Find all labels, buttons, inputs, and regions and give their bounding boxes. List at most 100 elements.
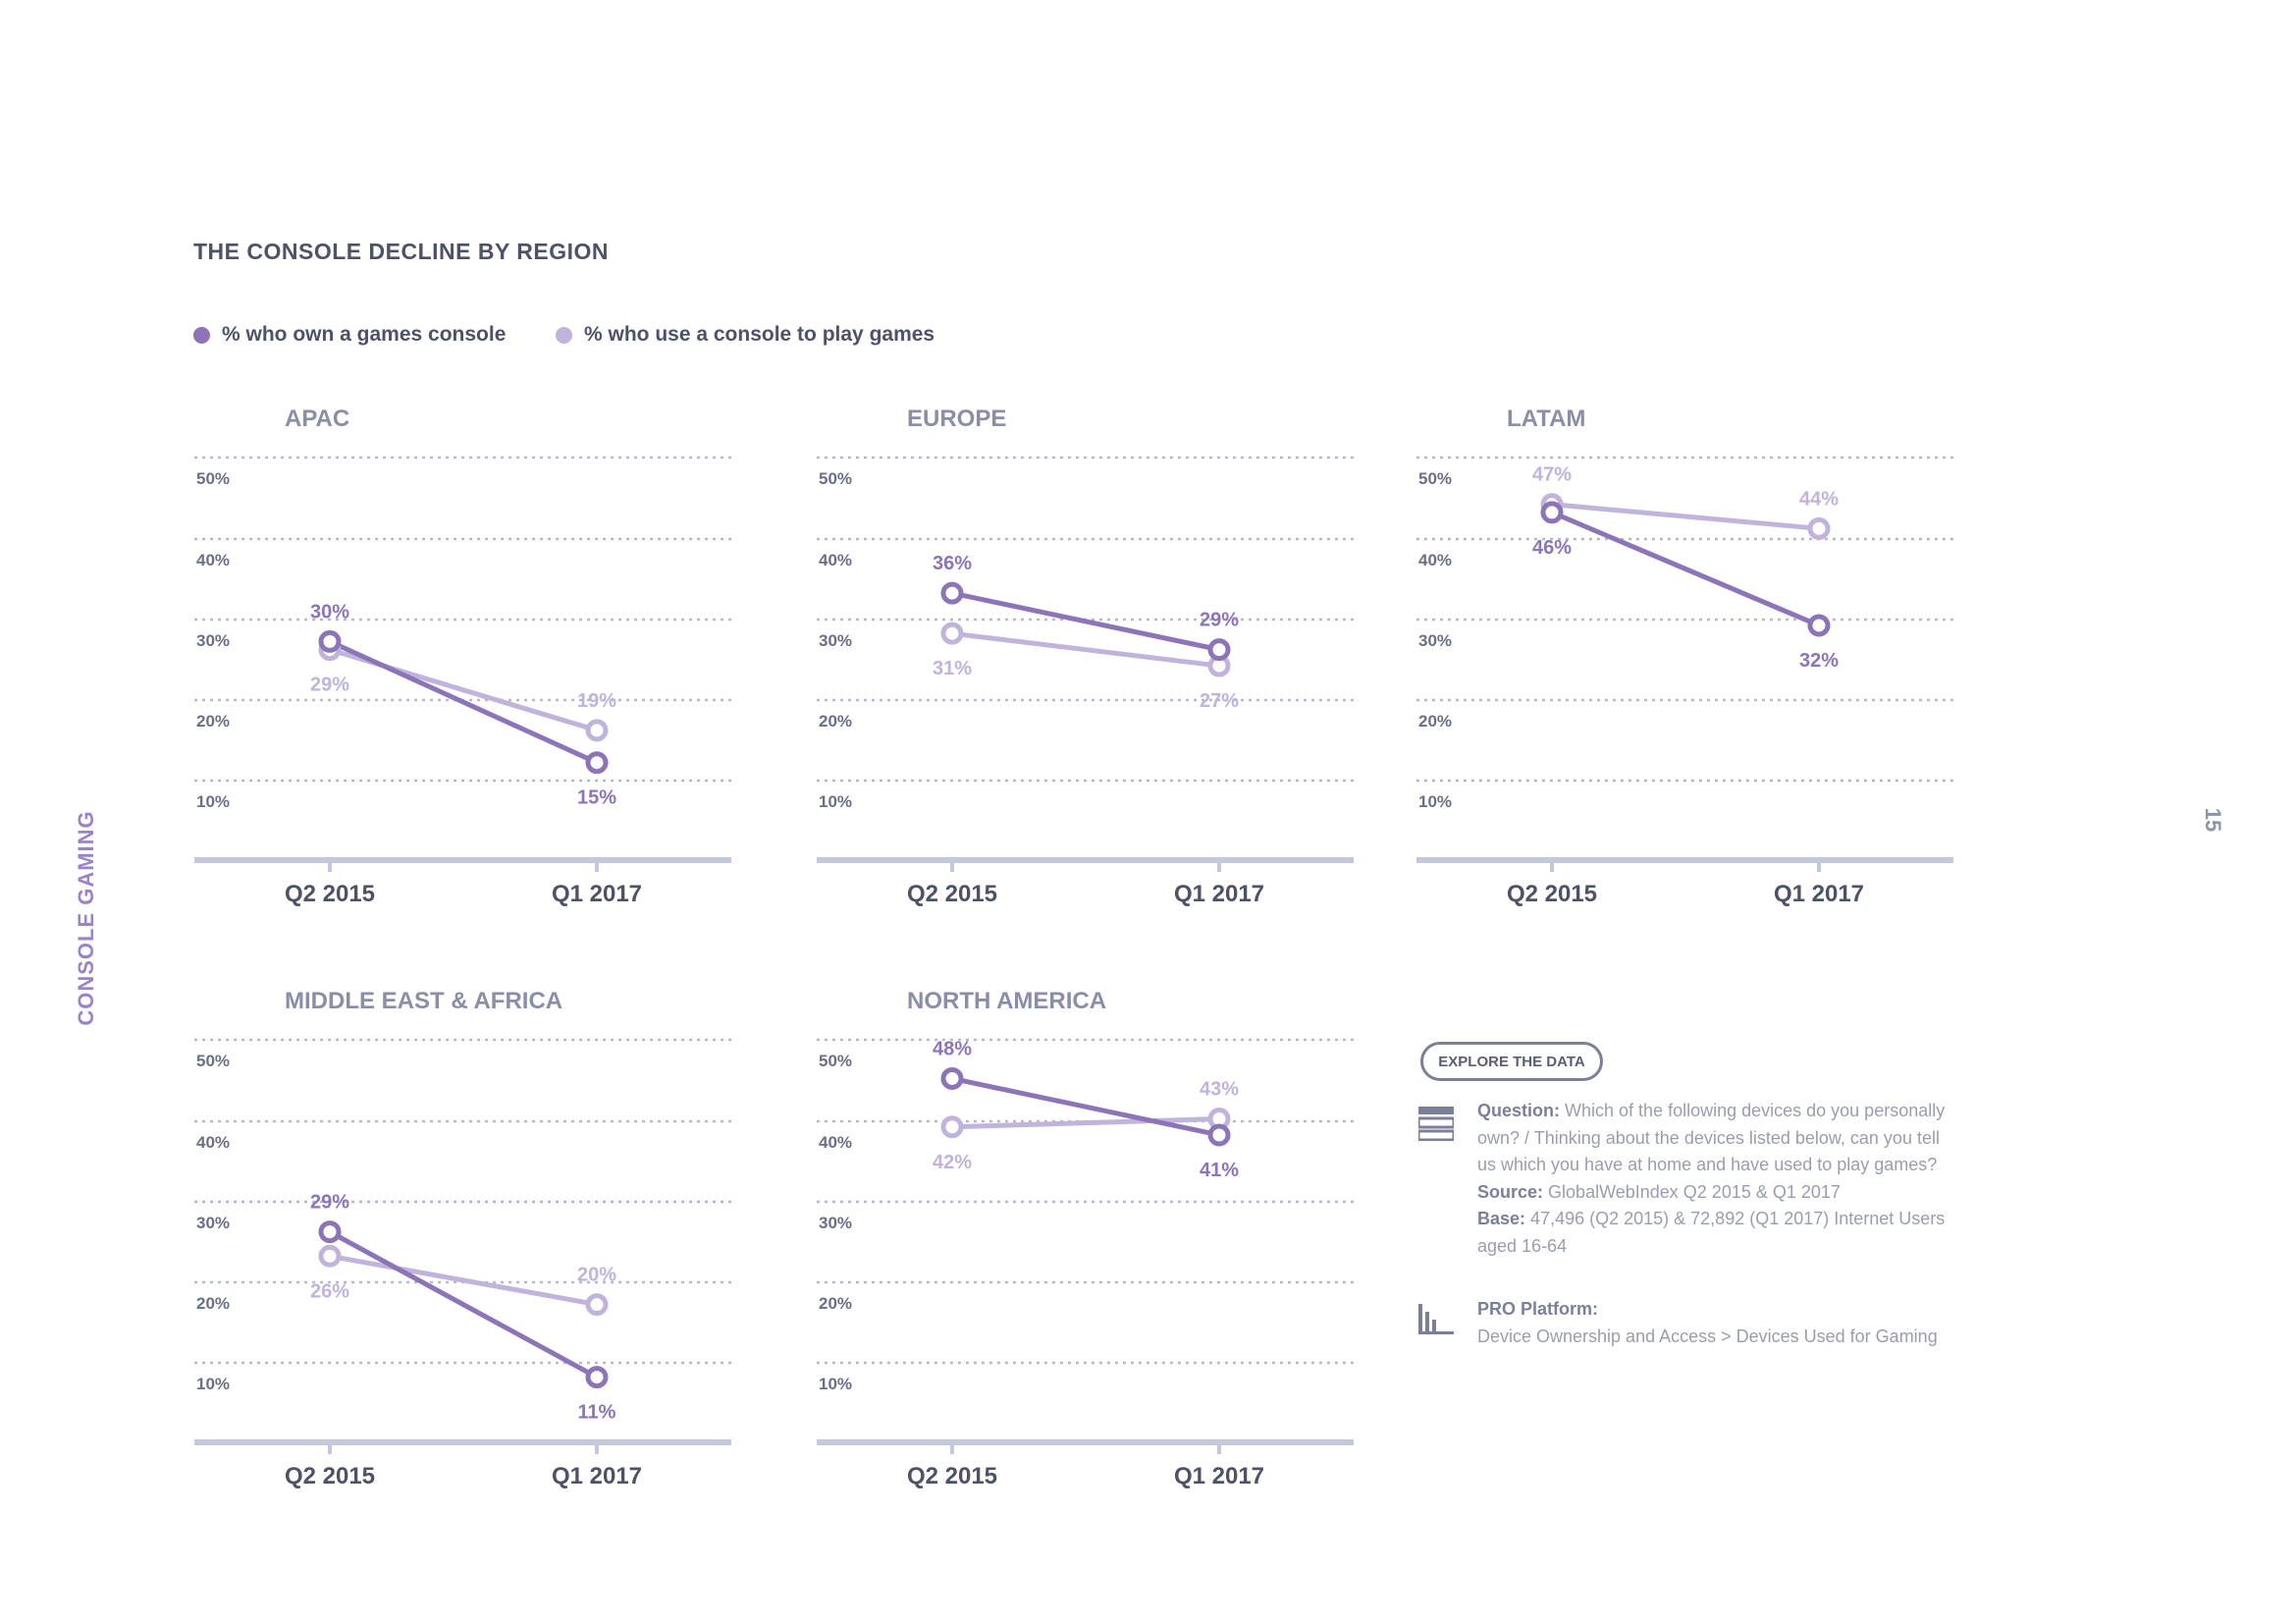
source-label: Source: [1477, 1181, 1544, 1202]
series-line [951, 1116, 1220, 1130]
series-line [1551, 502, 1820, 531]
y-tick-label: 10% [1418, 792, 1452, 811]
chart-latam: LATAM 50% 40% 30% 20% 10% Q2 2015 Q1 2017 46% 32%… [1416, 406, 1953, 907]
legend-own: % who own a games console [193, 323, 506, 347]
region-title: LATAM [1507, 406, 1585, 432]
y-tick-label: 40% [819, 551, 852, 569]
y-tick-label: 20% [196, 1294, 230, 1313]
data-label: 26% [310, 1280, 349, 1302]
source-text: GlobalWebIndex Q2 2015 & Q1 2017 [1548, 1181, 1841, 1202]
x-tick-label: Q2 2015 [1507, 881, 1597, 907]
y-tick-label: 50% [196, 1052, 230, 1070]
data-label: 29% [310, 675, 349, 696]
region-title: APAC [285, 406, 349, 432]
data-label: 43% [1200, 1079, 1239, 1101]
y-tick-label: 20% [819, 712, 852, 731]
x-tick-label: Q2 2015 [907, 881, 997, 907]
data-point [585, 751, 609, 775]
legend-own-dot [193, 326, 210, 344]
data-point [585, 1293, 609, 1317]
y-tick-label: 50% [1418, 469, 1452, 488]
y-tick-label: 40% [196, 551, 230, 569]
data-label: 31% [933, 658, 972, 679]
data-point [318, 1244, 342, 1268]
data-point [940, 581, 964, 605]
data-label: 27% [1200, 690, 1239, 712]
data-label: 20% [577, 1265, 616, 1286]
page-number: 15 [2201, 807, 2225, 833]
y-tick-label: 10% [819, 1375, 852, 1393]
y-tick-label: 50% [819, 1052, 852, 1070]
data-point [1207, 638, 1231, 662]
series-line [951, 630, 1220, 669]
pro-platform-block: PRO Platform: Device Ownership and Acces… [1477, 1295, 1988, 1350]
y-tick-label: 30% [196, 631, 230, 650]
y-tick-label: 20% [196, 712, 230, 731]
series-line [328, 639, 599, 765]
data-point [940, 1115, 964, 1139]
y-tick-label: 20% [819, 1294, 852, 1313]
legend-use: % who use a console to play games [556, 323, 934, 347]
chart-middle-east-africa: MIDDLE EAST & AFRICA 50% 40% 30% 20% 10% Q2 20… [194, 988, 731, 1489]
chart-north-america: NORTH AMERICA 50% 40% 30% 20% 10% Q2 2015 Q1 20… [817, 988, 1354, 1489]
y-tick-label: 40% [819, 1133, 852, 1152]
data-label: 42% [933, 1152, 972, 1173]
y-tick-label: 30% [1418, 631, 1452, 650]
x-tick-label: Q1 2017 [1174, 881, 1264, 907]
y-tick-label: 10% [196, 792, 230, 811]
base-text: 47,496 (Q2 2015) & 72,892 (Q1 2017) Inte… [1477, 1209, 1946, 1256]
y-tick-label: 10% [819, 792, 852, 811]
data-label: 48% [933, 1038, 972, 1059]
y-tick-label: 30% [819, 631, 852, 650]
explore-data-button[interactable]: EXPLORE THE DATA [1420, 1042, 1603, 1081]
data-point [1207, 1123, 1231, 1147]
chart-europe: EUROPE 50% 40% 30% 20% 10% Q2 2015 Q1 2017 36% 29… [817, 406, 1354, 907]
info-block: Question: Which of the following devices… [1477, 1098, 1949, 1260]
data-point [940, 622, 964, 645]
bar-chart-icon [1418, 1304, 1454, 1334]
x-tick-label: Q1 2017 [552, 1463, 642, 1489]
question-text: Which of the following devices do you pe… [1477, 1101, 1946, 1174]
legend-use-label: % who use a console to play games [584, 323, 935, 346]
x-tick-label: Q1 2017 [552, 881, 642, 907]
x-tick-label: Q2 2015 [285, 881, 375, 907]
x-tick-label: Q2 2015 [285, 1463, 375, 1489]
page-title: THE CONSOLE DECLINE BY REGION [193, 239, 610, 264]
y-tick-label: 40% [1418, 551, 1452, 569]
legend-own-label: % who own a games console [222, 323, 507, 346]
data-point [318, 629, 342, 653]
region-title: EUROPE [907, 406, 1006, 432]
series-line [1551, 510, 1820, 628]
region-title: NORTH AMERICA [907, 988, 1106, 1014]
series-line [329, 1253, 598, 1308]
data-label: 47% [1532, 464, 1572, 486]
data-label: 29% [310, 1192, 349, 1214]
data-label: 44% [1799, 488, 1839, 510]
section-label: CONSOLE GAMING [74, 810, 98, 1026]
series-line [951, 1075, 1220, 1138]
base-label: Base: [1477, 1209, 1526, 1228]
chart-apac: APAC 50% 40% 30% 20% 10% Q2 2015 Q1 2017 30% 15% 2… [194, 406, 731, 907]
y-tick-label: 30% [196, 1214, 230, 1232]
data-label: 46% [1532, 537, 1572, 559]
x-tick-label: Q1 2017 [1174, 1463, 1264, 1489]
y-tick-label: 50% [819, 469, 852, 488]
data-label: 41% [1200, 1160, 1239, 1181]
data-point [318, 1220, 342, 1244]
pro-platform-path[interactable]: Device Ownership and Access > Devices Us… [1477, 1326, 1938, 1346]
pro-platform-label: PRO Platform: [1477, 1299, 1599, 1319]
y-tick-label: 20% [1418, 712, 1452, 731]
legend-use-dot [556, 326, 572, 344]
region-title: MIDDLE EAST & AFRICA [285, 988, 562, 1014]
data-label: 36% [933, 553, 972, 574]
data-point [1807, 516, 1831, 540]
data-point [585, 719, 609, 742]
data-label: 15% [577, 787, 616, 809]
series-line [328, 1229, 599, 1380]
data-point [1540, 501, 1564, 524]
data-label: 30% [310, 601, 349, 623]
series-line [951, 590, 1220, 653]
data-point [1807, 614, 1831, 637]
data-label: 19% [577, 690, 616, 712]
y-tick-label: 30% [819, 1214, 852, 1232]
